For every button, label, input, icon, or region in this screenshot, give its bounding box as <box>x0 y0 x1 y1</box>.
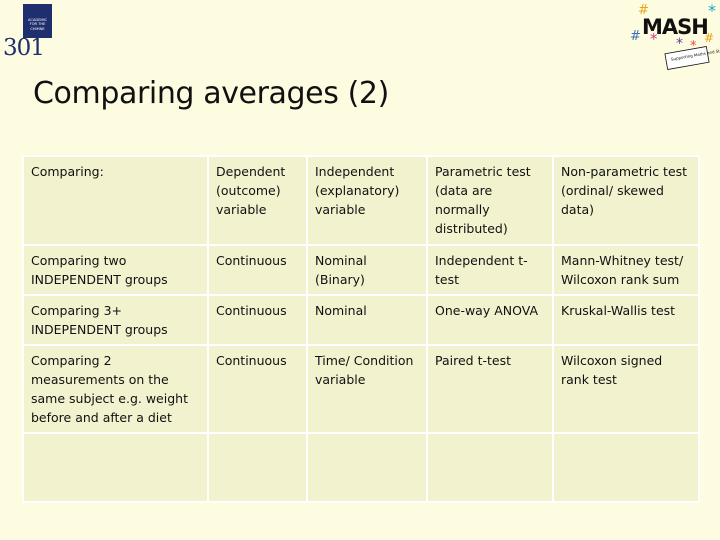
comparison-table: Comparing: Dependent (outcome) variable … <box>22 155 700 503</box>
table-header-row: Comparing: Dependent (outcome) variable … <box>22 155 700 246</box>
table-row: Comparing 2 measurements on the same sub… <box>22 344 700 434</box>
table-cell: Continuous <box>207 244 308 296</box>
table-cell: Comparing 2 measurements on the same sub… <box>22 344 209 434</box>
hash-symbol: # <box>630 29 641 44</box>
table-cell-empty <box>207 432 308 503</box>
university-logo-box: ACADEMIC FOR THE CHIMNE <box>23 4 52 38</box>
header-cell-dependent-variable: Dependent (outcome) variable <box>207 155 308 246</box>
table-cell: Wilcoxon signed rank test <box>552 344 700 434</box>
header-cell-independent-variable: Independent (explanatory) variable <box>306 155 428 246</box>
table-cell: Nominal <box>306 294 428 346</box>
table-cell: Comparing two INDEPENDENT groups <box>22 244 209 296</box>
hash-symbol: # <box>704 31 714 45</box>
header-cell-parametric-test: Parametric test (data are normally distr… <box>426 155 554 246</box>
table-cell: Mann-Whitney test/ Wilcoxon rank sum <box>552 244 700 296</box>
logo-line: CHIMNE <box>30 26 45 31</box>
table-cell-empty <box>306 432 428 503</box>
table-cell: One-way ANOVA <box>426 294 554 346</box>
hash-symbol: # <box>638 3 649 18</box>
table-cell: Paired t-test <box>426 344 554 434</box>
table-cell: Continuous <box>207 294 308 346</box>
logo-line: ACADEMIC <box>27 18 48 22</box>
mash-wordmark: MASH <box>642 15 708 39</box>
mash-tagline-box <box>664 46 710 70</box>
asterisk-symbol: * <box>690 39 697 54</box>
table-cell: Kruskal-Wallis test <box>552 294 700 346</box>
table-cell: Independent t-test <box>426 244 554 296</box>
page-title: Comparing averages (2) <box>33 76 389 111</box>
header-cell-non-parametric-test: Non-parametric test (ordinal/ skewed dat… <box>552 155 700 246</box>
asterisk-symbol: * <box>650 30 658 48</box>
table-cell: Continuous <box>207 344 308 434</box>
asterisk-symbol: * <box>676 36 683 52</box>
table-cell-empty <box>552 432 700 503</box>
header-cell-comparing: Comparing: <box>22 155 209 246</box>
logo-number: 301 <box>3 35 45 61</box>
table-cell-empty <box>22 432 209 503</box>
table-cell: Time/ Condition variable <box>306 344 428 434</box>
table-row: Comparing two INDEPENDENT groups Continu… <box>22 244 700 296</box>
logo-line: FOR THE <box>29 22 46 27</box>
table-cell-empty <box>426 432 554 503</box>
table-row: Comparing 3+ INDEPENDENT groups Continuo… <box>22 294 700 346</box>
mash-logo: # # # * * * * MASH Supporting Maths and … <box>630 1 720 70</box>
asterisk-symbol: * <box>708 1 716 20</box>
table-cell: Nominal (Binary) <box>306 244 428 296</box>
table-cell: Comparing 3+ INDEPENDENT groups <box>22 294 209 346</box>
table-row-empty <box>22 432 700 503</box>
